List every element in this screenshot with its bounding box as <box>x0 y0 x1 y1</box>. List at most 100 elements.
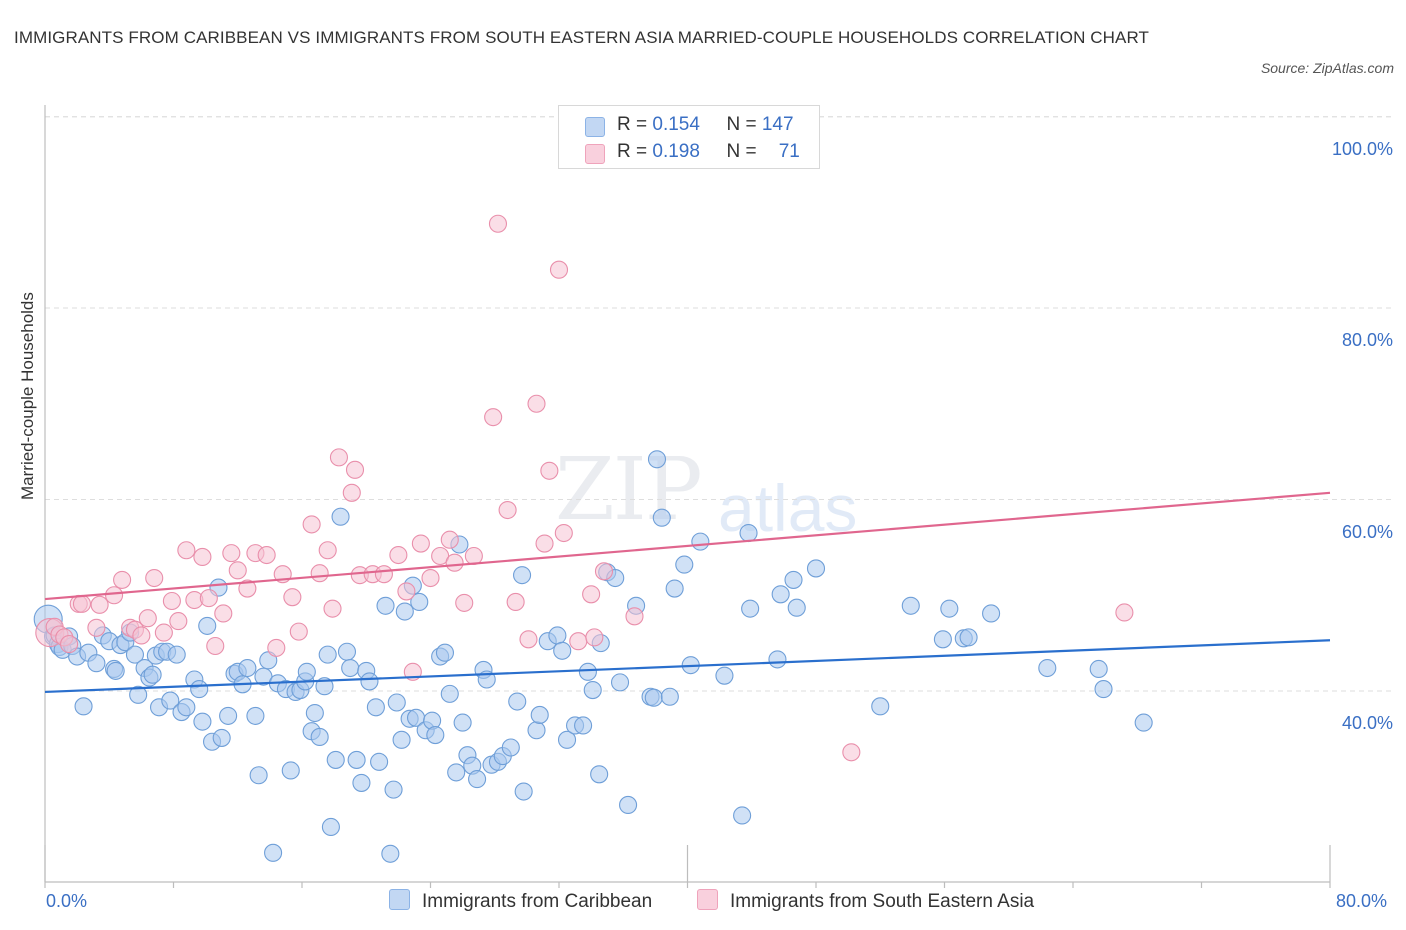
point-southeast-asia <box>464 546 483 566</box>
point-southeast-asia <box>238 579 257 598</box>
point-southeast-asia <box>549 260 569 279</box>
point-caribbean <box>341 658 360 678</box>
point-caribbean <box>527 721 546 740</box>
n-label: N = <box>726 114 762 135</box>
point-southeast-asia <box>177 541 196 560</box>
point-caribbean <box>435 643 455 662</box>
point-caribbean <box>530 705 549 724</box>
point-caribbean <box>959 628 978 647</box>
point-caribbean <box>514 782 533 801</box>
point-caribbean <box>787 598 806 617</box>
point-caribbean <box>129 685 148 704</box>
point-caribbean <box>644 688 663 707</box>
point-caribbean <box>219 706 238 725</box>
point-southeast-asia <box>498 500 517 520</box>
point-caribbean <box>548 626 567 645</box>
point-southeast-asia <box>329 448 348 467</box>
point-southeast-asia <box>484 408 503 427</box>
point-southeast-asia <box>60 635 79 654</box>
point-southeast-asia <box>214 604 233 623</box>
watermark-zip: ZIP <box>555 440 703 540</box>
point-southeast-asia <box>283 588 302 607</box>
point-caribbean <box>468 770 487 789</box>
point-southeast-asia <box>527 394 546 413</box>
trend-line-caribbean <box>44 639 1331 694</box>
point-caribbean <box>321 817 340 837</box>
y-axis-title: Married-couple Households <box>18 292 37 500</box>
point-caribbean <box>691 532 710 551</box>
point-caribbean <box>1134 713 1153 732</box>
point-caribbean <box>198 616 217 635</box>
point-southeast-asia <box>585 628 604 647</box>
point-caribbean <box>660 687 679 706</box>
point-caribbean <box>440 684 459 703</box>
point-caribbean <box>74 697 93 716</box>
point-southeast-asia <box>445 553 464 572</box>
point-caribbean <box>326 750 345 769</box>
point-caribbean <box>384 780 403 799</box>
series-southeast-asia <box>35 214 1134 762</box>
point-southeast-asia <box>421 568 440 588</box>
point-southeast-asia <box>228 561 247 580</box>
point-southeast-asia <box>154 623 173 642</box>
point-caribbean <box>574 716 593 735</box>
point-caribbean <box>590 765 609 784</box>
n-label: N = <box>726 141 762 162</box>
r-value: 0.198 <box>652 141 700 162</box>
point-caribbean <box>249 766 268 785</box>
point-southeast-asia <box>455 593 474 612</box>
point-southeast-asia <box>554 523 573 543</box>
point-caribbean <box>771 585 790 604</box>
point-caribbean <box>715 666 734 685</box>
n-value: 147 <box>761 114 794 135</box>
point-southeast-asia <box>132 626 151 645</box>
point-caribbean <box>143 665 162 684</box>
point-caribbean <box>347 750 366 769</box>
point-caribbean <box>193 712 212 731</box>
point-southeast-asia <box>582 585 601 604</box>
point-southeast-asia <box>267 638 286 657</box>
point-caribbean <box>652 508 671 527</box>
point-caribbean <box>508 692 527 711</box>
legend-swatch-pink <box>585 144 605 164</box>
point-caribbean <box>733 806 752 825</box>
point-caribbean <box>177 698 196 717</box>
point-caribbean <box>871 697 890 716</box>
legend-label: Immigrants from South Eastern Asia <box>730 891 1035 912</box>
point-caribbean <box>167 645 186 664</box>
point-southeast-asia <box>318 541 337 560</box>
legend-swatch-blue <box>389 889 410 910</box>
point-caribbean <box>453 713 472 732</box>
point-southeast-asia <box>569 632 588 651</box>
point-southeast-asia <box>535 534 554 553</box>
point-caribbean <box>318 645 337 664</box>
point-caribbean <box>578 662 597 681</box>
point-caribbean <box>806 559 826 578</box>
point-caribbean <box>381 844 400 863</box>
point-caribbean <box>513 566 532 585</box>
legend-item-caribbean: Immigrants from Caribbean <box>389 889 652 913</box>
point-caribbean <box>619 795 638 814</box>
r-label: R = <box>617 114 653 135</box>
trend-line-southeast-asia <box>44 491 1331 601</box>
point-caribbean <box>940 599 959 618</box>
point-caribbean <box>784 570 803 589</box>
point-caribbean <box>161 691 180 710</box>
series-caribbean <box>33 450 1153 863</box>
point-southeast-asia <box>87 618 106 637</box>
legend-swatch-blue <box>585 117 605 137</box>
point-caribbean <box>366 698 385 717</box>
point-caribbean <box>665 579 684 598</box>
point-caribbean <box>1094 680 1113 699</box>
point-southeast-asia <box>90 595 109 614</box>
point-caribbean <box>501 738 520 757</box>
point-southeast-asia <box>411 534 430 553</box>
point-southeast-asia <box>594 562 614 581</box>
point-southeast-asia <box>193 547 212 567</box>
point-southeast-asia <box>625 607 644 626</box>
point-caribbean <box>933 630 952 649</box>
r-label: R = <box>617 141 653 162</box>
point-southeast-asia <box>397 582 416 601</box>
point-southeast-asia <box>488 214 508 233</box>
